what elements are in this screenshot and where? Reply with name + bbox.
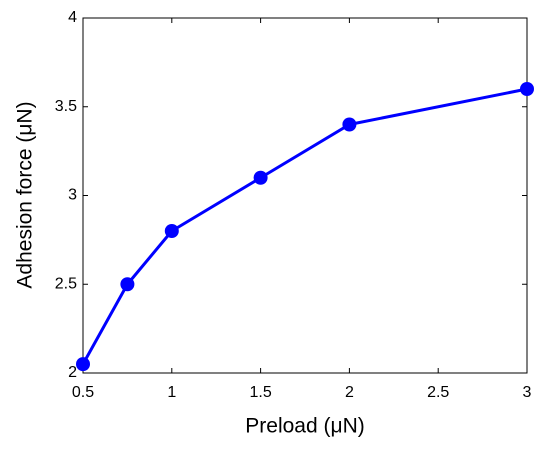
y-tick-label: 2 — [68, 364, 77, 381]
data-point — [520, 82, 534, 96]
data-point — [253, 170, 268, 185]
x-tick-label: 0.5 — [72, 384, 94, 401]
y-axis-title: Adhesion force (μN) — [14, 101, 37, 288]
y-tick-label: 4 — [68, 9, 77, 26]
x-tick-label: 1.5 — [249, 384, 271, 401]
y-tick-label: 3 — [68, 187, 77, 204]
x-tick-label: 2.5 — [427, 384, 449, 401]
x-tick-label: 2 — [345, 384, 354, 401]
data-point — [164, 224, 179, 238]
data-point — [342, 117, 357, 132]
data-point — [120, 277, 135, 292]
y-tick-label: 3.5 — [55, 98, 77, 115]
x-tick-label: 3 — [523, 384, 532, 401]
data-line — [81, 87, 528, 365]
plot-frame — [82, 17, 528, 374]
y-tick-label: 2.5 — [55, 275, 77, 292]
data-point — [76, 357, 90, 372]
x-axis-title: Preload (μN) — [245, 415, 364, 438]
x-tick-label: 1 — [167, 384, 176, 401]
